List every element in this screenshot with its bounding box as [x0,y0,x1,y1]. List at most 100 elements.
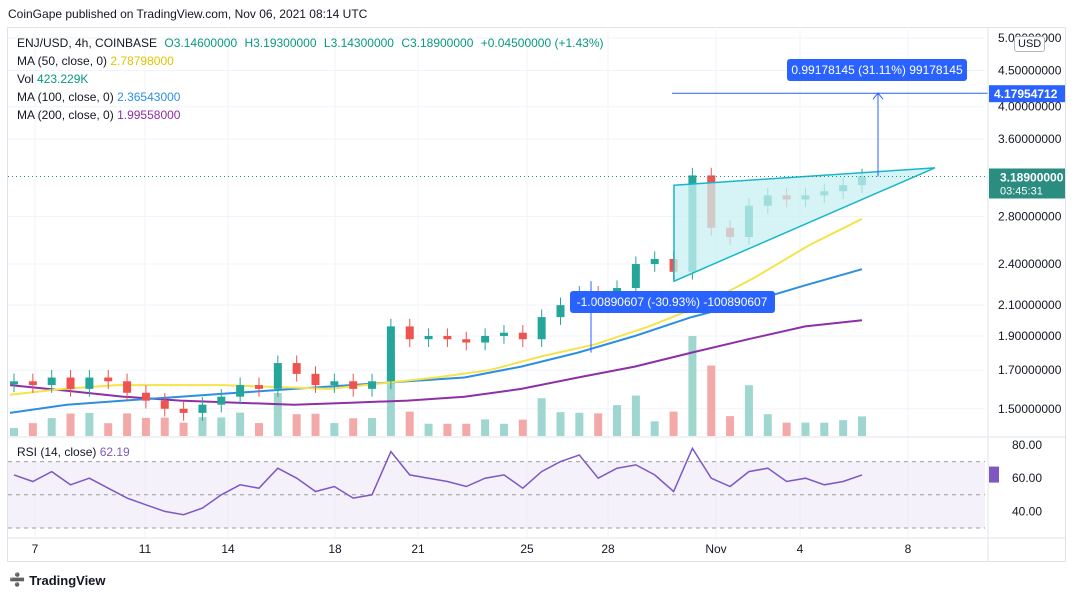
x-tick-label: 25 [520,542,534,556]
volume-bar [123,413,132,436]
volume-bar [141,417,150,436]
y-tick-label: 2.80000000 [998,210,1062,224]
tradingview-logo[interactable]: ➗ TradingView [9,572,106,588]
candle-body [179,408,188,413]
volume-bar [537,398,546,436]
candle-body [631,264,640,289]
volume-bar [179,422,188,436]
legend-ohlc-row: ENJ/USD, 4h, COINBASE O3.14600000 H3.193… [17,34,604,52]
candle-body [443,335,452,340]
volume-bar [349,418,358,436]
tradingview-logo-icon: ➗ [9,572,25,587]
candle-body [198,404,207,413]
ma200-line [9,319,863,406]
target-price-label-bg [989,85,1065,103]
candle-body [236,385,245,397]
x-tick-label: Nov [705,542,726,556]
candle-body [217,396,226,405]
volume-bar [368,418,377,436]
target-arrow-head [872,92,884,100]
volume-bar [160,417,169,436]
chart-frame [7,27,1066,562]
countdown-label: 03:45:31 [1000,185,1043,197]
candle-body [405,326,414,340]
axes: 5.000000004.500000004.000000003.60000000… [8,28,1066,562]
rsi-pane [8,446,999,529]
publisher-line: CoinGape published on TradingView.com, N… [8,7,368,21]
volume-bar [556,412,565,436]
volume-bar [424,423,433,436]
chart-grid [8,30,985,538]
legend-close: C3.18900000 [401,36,474,50]
legend-vol-label: Vol [17,72,34,86]
volume-bar [613,405,622,436]
candle-body [292,363,301,374]
volume-bar [650,421,659,436]
base-box [570,291,775,313]
candle-body [650,258,659,265]
legend-open: O3.14600000 [164,36,238,50]
currency-button[interactable]: USD [1014,36,1046,52]
rsi-last-marker [989,466,999,483]
y-tick-label: 2.10000000 [998,298,1062,312]
volume-bar [311,413,320,436]
candle-body [481,335,490,343]
legend-ma50-label: MA (50, close, 0) [17,54,108,68]
candle-body [141,392,150,401]
candle-body [28,381,37,386]
legend-ma200-label: MA (200, close, 0) [17,108,114,122]
candle-body [462,339,471,343]
legend-change: +0.04500000 (+1.43%) [480,36,604,50]
candle-body [424,335,433,340]
x-tick-label: 21 [411,542,425,556]
candle-body [368,381,377,389]
volume-bar [236,412,245,436]
volume-bar [198,417,207,436]
legend-ma200-row: MA (200, close, 0) 1.99558000 [17,106,604,124]
volume-bar [744,385,753,436]
rsi-tick-label: 60.00 [1012,471,1042,485]
volume-bar [801,422,810,436]
legend-vol-row: Vol 423.229K [17,70,604,88]
rsi-tick-label: 40.00 [1012,504,1042,518]
y-tick-label: 1.90000000 [998,329,1062,343]
volume-bar [330,423,339,436]
y-tick-label: 4.00000000 [998,100,1062,114]
base-box-text: -1.00890607 (-30.93%) -100890607 [577,295,768,309]
candle-body [47,377,56,386]
candle-body [160,400,169,409]
drawing-tools: 0.99178145 (31.11%) 99178145 -1.00890607 … [8,59,988,353]
volume-bar [292,414,301,436]
volume-bar [707,365,716,436]
rsi-line [13,446,863,516]
candle-body [330,381,339,386]
y-tick-label: 4.50000000 [998,63,1062,77]
legend-ma50-value: 2.78798000 [110,54,174,68]
volume-bar [820,422,829,436]
volume-bar [763,414,772,436]
ma100-line [9,268,863,414]
volume-bar [481,419,490,436]
volume-bar [462,423,471,436]
y-tick-label: 1.70000000 [998,363,1062,377]
rsi-tick-label: 80.00 [1012,438,1042,452]
last-price-label-bg [989,168,1065,199]
candle-body [556,305,565,318]
last-price-label: 3.18900000 [1000,170,1064,184]
candle-body [85,377,94,389]
volume-bar [28,423,37,436]
legend-ma200-value: 1.99558000 [117,108,181,122]
volume-bar [405,411,414,436]
volume-bar [85,413,94,436]
volume-bar [499,423,508,436]
candle-body [254,385,263,389]
legend-ma100-row: MA (100, close, 0) 2.36543000 [17,88,604,106]
volume-bar [273,393,282,436]
x-tick-label: 11 [139,542,152,556]
candle-body [386,326,395,382]
legend-ma100-label: MA (100, close, 0) [17,90,114,104]
x-tick-label: 14 [221,542,235,556]
y-tick-label: 2.40000000 [998,257,1062,271]
candle-body [537,317,546,340]
